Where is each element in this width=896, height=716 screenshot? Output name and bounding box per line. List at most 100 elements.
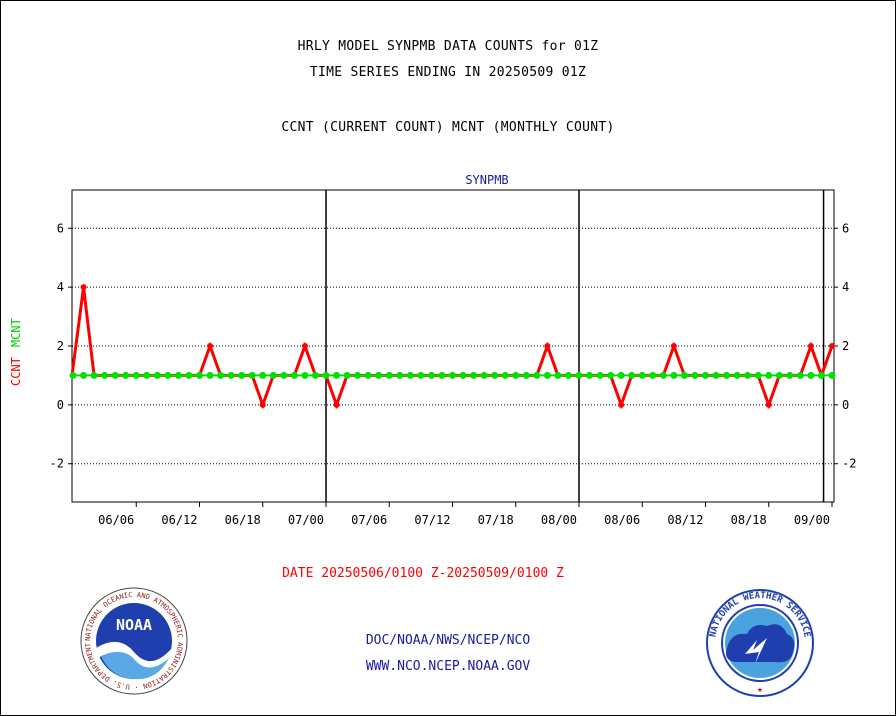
mcnt-data-point	[164, 371, 172, 379]
ccnt-data-point	[670, 343, 677, 349]
mcnt-data-point	[385, 371, 393, 379]
y-axis-label-ccnt: CCNT	[9, 357, 23, 386]
x-tick-label: 08/00	[541, 513, 577, 527]
mcnt-data-point	[744, 371, 752, 379]
ccnt-data-point	[333, 401, 340, 408]
axis-layer	[68, 189, 838, 507]
mcnt-data-point	[259, 371, 267, 379]
mcnt-data-point	[543, 371, 551, 379]
mcnt-data-point	[406, 371, 414, 379]
mcnt-data-point	[491, 371, 499, 379]
ccnt-data-point	[544, 343, 551, 349]
mcnt-data-point	[754, 371, 762, 379]
mcnt-data-point	[512, 371, 520, 379]
mcnt-data-point	[659, 371, 667, 379]
footer-website-link[interactable]: WWW.NCO.NCEP.NOAA.GOV	[365, 659, 531, 674]
mcnt-data-point	[607, 371, 615, 379]
series-layer	[69, 284, 836, 410]
x-tick-label: 07/12	[414, 513, 450, 527]
x-tick-label: 07/06	[351, 513, 387, 527]
y-tick-label-left: 4	[57, 280, 64, 294]
mcnt-data-point	[174, 371, 182, 379]
ccnt-data-point	[618, 401, 625, 408]
mcnt-data-point	[596, 371, 604, 379]
mcnt-data-point	[206, 371, 214, 379]
mcnt-data-point	[617, 371, 625, 379]
mcnt-data-point	[817, 371, 825, 379]
mcnt-data-point	[311, 371, 319, 379]
mcnt-data-point	[417, 371, 425, 379]
ccnt-data-point	[765, 401, 772, 408]
mcnt-data-point	[586, 371, 594, 379]
grid-layer	[72, 190, 834, 502]
x-axis-label: DATE 20250506/0100 Z-20250509/0100 Z	[282, 566, 564, 581]
x-tick-label: 08/06	[604, 513, 640, 527]
mcnt-data-point	[522, 371, 530, 379]
x-tick-label: 06/06	[98, 513, 134, 527]
mcnt-data-point	[680, 371, 688, 379]
mcnt-data-point	[132, 371, 140, 379]
mcnt-data-point	[733, 371, 741, 379]
mcnt-data-point	[322, 371, 330, 379]
mcnt-data-point	[638, 371, 646, 379]
mcnt-data-point	[122, 371, 130, 379]
mcnt-data-point	[248, 371, 256, 379]
mcnt-data-point	[670, 371, 678, 379]
chart-title-line-1: HRLY MODEL SYNPMB DATA COUNTS for 01Z	[297, 39, 599, 54]
mcnt-data-point	[712, 371, 720, 379]
y-tick-label-left: 0	[57, 398, 64, 412]
mcnt-data-point	[301, 371, 309, 379]
x-tick-label: 07/18	[478, 513, 514, 527]
mcnt-data-point	[143, 371, 151, 379]
mcnt-data-point	[111, 371, 119, 379]
mcnt-data-point	[238, 371, 246, 379]
mcnt-data-point	[101, 371, 109, 379]
nws-logo: NATIONAL WEATHER SERVICE ★	[706, 589, 814, 697]
mcnt-data-point	[564, 371, 572, 379]
mcnt-data-point	[354, 371, 362, 379]
mcnt-data-point	[438, 371, 446, 379]
mcnt-data-point	[185, 371, 193, 379]
label-layer: -2 -2 0 0 2 2 4 4 6 6 06/06 06/12 06/18 07/00 07/06 07/…	[9, 173, 856, 527]
y-axis-label: CCNT MCNT	[9, 318, 23, 386]
y-tick-label-right: 2	[842, 339, 849, 353]
x-tick-label: 06/12	[161, 513, 197, 527]
ccnt-data-point	[807, 343, 814, 349]
mcnt-data-point	[786, 371, 794, 379]
mcnt-data-point	[470, 371, 478, 379]
mcnt-data-point	[196, 371, 203, 379]
chart-title-line-2: TIME SERIES ENDING IN 20250509 01Z	[309, 65, 587, 80]
mcnt-data-point	[501, 371, 509, 379]
chart-series-title: SYNPMB	[465, 173, 508, 187]
mcnt-data-point	[280, 371, 288, 379]
x-tick-label: 06/18	[225, 513, 261, 527]
ccnt-data-point	[80, 284, 87, 291]
mcnt-data-point	[80, 371, 88, 379]
noaa-logo: NOAA NATIONAL OCEANIC AND ATMOSPHERIC AD…	[79, 586, 188, 695]
mcnt-data-point	[217, 371, 225, 379]
y-tick-label-left: 2	[57, 339, 64, 353]
y-tick-label-right: 0	[842, 398, 849, 412]
mcnt-data-point	[427, 371, 435, 379]
mcnt-data-point	[807, 371, 815, 379]
mcnt-data-point	[702, 371, 709, 379]
mcnt-data-point	[459, 371, 467, 379]
x-tick-label: 08/18	[731, 513, 767, 527]
mcnt-data-point	[396, 371, 404, 379]
mcnt-data-point	[480, 371, 488, 379]
noaa-logo-text: NOAA	[116, 616, 152, 634]
mcnt-data-point	[796, 371, 804, 379]
ccnt-data-point	[301, 343, 308, 349]
mcnt-data-point	[449, 371, 456, 379]
mcnt-data-point	[90, 371, 98, 379]
footer-org-path: DOC/NOAA/NWS/NCEP/NCO	[365, 633, 531, 648]
y-axis-label-mcnt: MCNT	[9, 318, 23, 347]
mcnt-data-point	[269, 371, 277, 379]
y-tick-label-left: 6	[57, 221, 64, 235]
mcnt-data-point	[533, 371, 541, 379]
mcnt-data-point	[723, 371, 731, 379]
mcnt-data-point	[554, 371, 562, 379]
mcnt-data-point	[765, 371, 773, 379]
y-tick-label-right: 4	[842, 280, 849, 294]
